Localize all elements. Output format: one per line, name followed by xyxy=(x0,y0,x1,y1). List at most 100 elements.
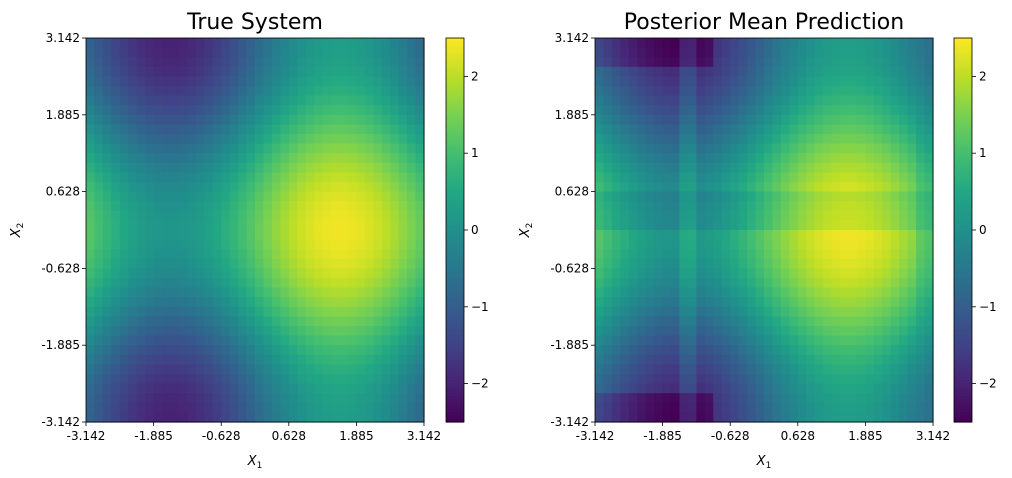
heatmap-cell xyxy=(645,86,655,97)
heatmap-cell xyxy=(407,182,417,193)
heatmap-cell xyxy=(747,47,757,58)
heatmap-cell xyxy=(899,114,909,125)
heatmap-cell xyxy=(145,326,155,337)
heatmap-cell xyxy=(840,38,850,49)
heatmap-cell xyxy=(305,66,315,77)
heatmap-cell xyxy=(347,364,357,375)
heatmap-cell xyxy=(890,105,900,116)
heatmap-cell xyxy=(119,345,129,356)
heatmap-cell xyxy=(611,162,621,173)
heatmap-cell xyxy=(94,134,104,145)
heatmap-cell xyxy=(314,345,324,356)
heatmap-cell xyxy=(364,374,374,385)
heatmap-cell xyxy=(882,162,892,173)
heatmap-cell xyxy=(339,335,349,346)
heatmap-cell xyxy=(322,38,332,49)
heatmap-cell xyxy=(145,191,155,202)
heatmap-cell xyxy=(730,230,740,241)
heatmap-cell xyxy=(687,268,697,279)
heatmap-cell xyxy=(229,258,239,269)
heatmap-cell xyxy=(255,124,265,135)
heatmap-cell xyxy=(280,182,290,193)
colorbar-segment xyxy=(446,386,464,391)
heatmap-cell xyxy=(204,297,214,308)
colorbar-segment xyxy=(446,50,464,55)
colorbar-segment xyxy=(446,249,464,253)
heatmap-cell xyxy=(603,38,613,49)
heatmap-cell xyxy=(195,76,205,87)
colorbar-segment xyxy=(954,233,972,237)
colorbar-segment xyxy=(446,172,464,177)
heatmap-cell xyxy=(347,124,357,135)
heatmap-cell xyxy=(322,268,332,279)
heatmap-cell xyxy=(381,335,391,346)
heatmap-cell xyxy=(364,182,374,193)
heatmap-cell xyxy=(128,297,138,308)
heatmap-cell xyxy=(704,210,714,221)
heatmap-cell xyxy=(831,230,841,241)
heatmap-cell xyxy=(848,278,858,289)
heatmap-cell xyxy=(373,239,383,250)
heatmap-cell xyxy=(823,393,833,404)
heatmap-cell xyxy=(679,345,689,356)
heatmap-cell xyxy=(111,326,121,337)
heatmap-cell xyxy=(738,345,748,356)
heatmap-cell xyxy=(212,345,222,356)
heatmap-cell xyxy=(263,124,273,135)
heatmap-cell xyxy=(764,412,774,423)
heatmap-cell xyxy=(221,354,231,365)
heatmap-cell xyxy=(322,162,332,173)
heatmap-cell xyxy=(882,38,892,49)
heatmap-cell xyxy=(195,95,205,106)
heatmap-cell xyxy=(789,354,799,365)
heatmap-cell xyxy=(221,210,231,221)
heatmap-cell xyxy=(297,220,307,231)
heatmap-cell xyxy=(611,239,621,250)
heatmap-cell xyxy=(628,297,638,308)
colorbar-segment xyxy=(954,284,972,289)
heatmap-cell xyxy=(364,201,374,212)
heatmap-cell xyxy=(246,57,256,68)
heatmap-cell xyxy=(595,162,605,173)
heatmap-cell xyxy=(111,191,121,202)
heatmap-cell xyxy=(271,326,281,337)
heatmap-cell xyxy=(747,374,757,385)
heatmap-cell xyxy=(212,354,222,365)
heatmap-cell xyxy=(721,172,731,183)
heatmap-cell xyxy=(764,134,774,145)
heatmap-cell xyxy=(899,287,909,298)
heatmap-cell xyxy=(713,182,723,193)
heatmap-cell xyxy=(415,249,425,260)
heatmap-cell xyxy=(831,57,841,68)
heatmap-cell xyxy=(128,278,138,289)
heatmap-cell xyxy=(238,105,248,116)
heatmap-cell xyxy=(364,258,374,269)
y-tick-label: 0.628 xyxy=(555,185,589,199)
heatmap-cell xyxy=(704,297,714,308)
heatmap-cell xyxy=(162,201,172,212)
heatmap-cell xyxy=(814,230,824,241)
heatmap-cell xyxy=(654,57,664,68)
heatmap-cell xyxy=(882,124,892,135)
colorbar-segment xyxy=(954,303,972,308)
heatmap-cell xyxy=(153,66,163,77)
heatmap-cell xyxy=(204,326,214,337)
heatmap-cell xyxy=(204,172,214,183)
heatmap-cell xyxy=(738,95,748,106)
heatmap-cell xyxy=(145,287,155,298)
heatmap-cell xyxy=(347,297,357,308)
heatmap-cell xyxy=(86,268,96,279)
heatmap-cell xyxy=(696,393,706,404)
heatmap-cell xyxy=(314,124,324,135)
heatmap-cell xyxy=(856,239,866,250)
heatmap-cell xyxy=(339,326,349,337)
heatmap-cell xyxy=(595,402,605,413)
heatmap-cell xyxy=(111,316,121,327)
heatmap-cell xyxy=(603,153,613,164)
heatmap-cell xyxy=(255,210,265,221)
heatmap-cell xyxy=(823,38,833,49)
heatmap-cell xyxy=(255,57,265,68)
heatmap-cell xyxy=(415,153,425,164)
heatmap-cell xyxy=(246,316,256,327)
heatmap-cell xyxy=(882,316,892,327)
